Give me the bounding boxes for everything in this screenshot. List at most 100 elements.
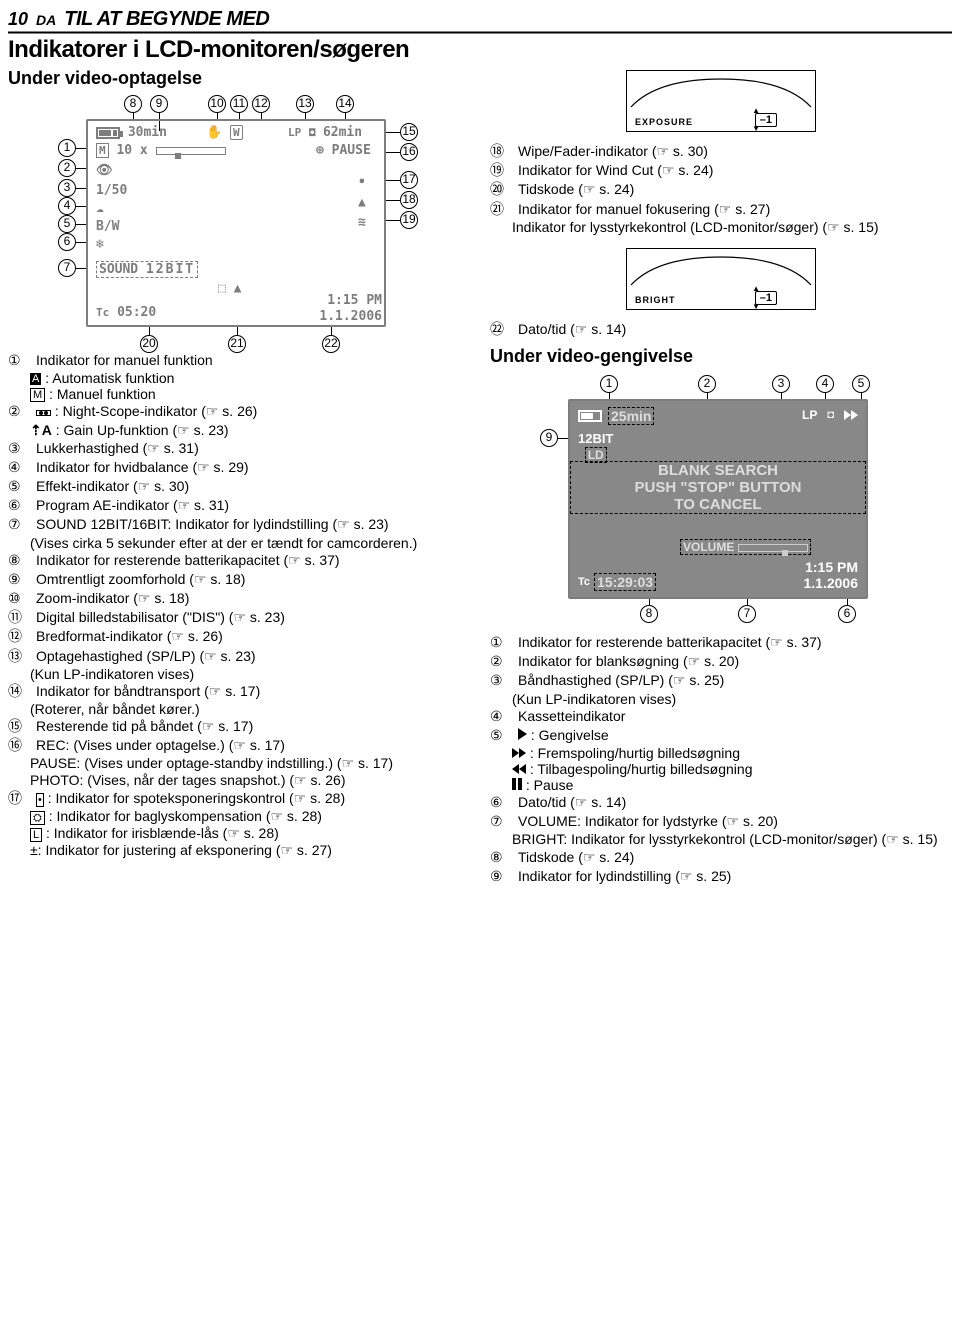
list-subitem: ±: Indikator for justering af eksponerin…	[8, 842, 470, 859]
list-text: Indikator for resterende batterikapacite…	[36, 551, 340, 569]
battery-icon	[578, 410, 602, 422]
list-text: (Kun LP-indikatoren vises)	[30, 666, 194, 682]
list-subitem: ⛭ : Indikator for baglyskompensation (☞ …	[8, 808, 470, 825]
list-num: ⑪	[8, 608, 30, 626]
list-subitem: (Vises cirka 5 sekunder efter at der er …	[8, 535, 470, 551]
page-ref: (☞ s. 23)	[229, 609, 285, 625]
page-ref: (☞ s. 29)	[192, 459, 248, 475]
backlight-icon: ⛭	[30, 811, 45, 825]
callout-p7: 7	[738, 605, 756, 623]
play-date: 1.1.2006	[804, 575, 859, 591]
list-item: ③Lukkerhastighed (☞ s. 31)	[8, 439, 470, 457]
list-text: : Manuel funktion	[49, 386, 156, 402]
play-icon	[518, 728, 527, 740]
callout-12: 12	[252, 95, 270, 113]
list-item: ⑤Effekt-indikator (☞ s. 30)	[8, 477, 470, 495]
list-item: ㉑Indikator for manuel fokusering (☞ s. 2…	[490, 200, 952, 218]
callout-p8: 8	[640, 605, 658, 623]
page-ref: (☞ s. 25)	[668, 672, 724, 688]
list-num: ④	[8, 458, 30, 476]
list-item: ③Båndhastighed (SP/LP) (☞ s. 25)	[490, 671, 952, 689]
list-subitem: : Fremspoling/hurtig billedsøgning	[490, 745, 952, 761]
list-text: : Indikator for baglyskompensation	[49, 808, 262, 824]
play-tc: 15:29:03	[594, 573, 656, 591]
list-item: ⑱Wipe/Fader-indikator (☞ s. 30)	[490, 142, 952, 160]
cassette-icon: ◘	[309, 128, 315, 139]
tri-up-icon: ▲	[752, 284, 760, 293]
page-ref: (☞ s. 15)	[822, 219, 878, 235]
list-num: ⑰	[8, 789, 30, 807]
shutter: 1/50	[96, 183, 127, 198]
list-num: ㉒	[490, 320, 512, 338]
list-item: ⑦SOUND 12BIT/16BIT: Indikator for lydind…	[8, 515, 470, 533]
list-text: : Night-Scope-indikator (☞ s. 26)	[36, 402, 257, 420]
exposure-label: EXPOSURE	[635, 117, 693, 127]
list-text: Lukkerhastighed (☞ s. 31)	[36, 439, 199, 457]
list-num: ⑱	[490, 142, 512, 160]
callout-1: 1	[58, 139, 76, 157]
list-item: ⑪Digital billedstabilisator ("DIS") (☞ s…	[8, 608, 470, 626]
list-text: : Automatisk funktion	[45, 370, 174, 386]
list-item: ⑯REC: (Vises under optagelse.) (☞ s. 17)	[8, 736, 470, 754]
list-item: ⑥Program AE-indikator (☞ s. 31)	[8, 496, 470, 514]
page-ref: (☞ s. 18)	[133, 590, 189, 606]
subheading-record: Under video-optagelse	[8, 68, 470, 89]
gain-icon: ⇡A	[30, 422, 52, 438]
fade-icon: ▲	[358, 195, 366, 210]
page-ref: (☞ s. 27)	[276, 842, 332, 858]
list-text: Effekt-indikator (☞ s. 30)	[36, 477, 189, 495]
play-mode-icon	[844, 407, 858, 423]
play-time: 1:15 PM	[804, 559, 859, 575]
list-text: Kassetteindikator	[518, 707, 625, 725]
list-num: ⑧	[490, 848, 512, 866]
callout-p5: 5	[852, 375, 870, 393]
page-ref: (☞ s. 28)	[289, 790, 345, 806]
msg3: TO CANCEL	[573, 496, 863, 513]
page-ref: (☞ s. 17)	[197, 718, 253, 734]
list-item: ⑰• : Indikator for spoteksponeringskontr…	[8, 789, 470, 807]
wind-icon: ≋	[358, 215, 366, 230]
list-item: ⑲Indikator for Wind Cut (☞ s. 24)	[490, 161, 952, 179]
list-num: ㉑	[490, 200, 512, 218]
callout-2: 2	[58, 159, 76, 177]
page-title: Indikatorer i LCD-monitoren/søgeren	[8, 36, 952, 64]
spot-icon: •	[358, 175, 366, 190]
list-num: ⑩	[8, 589, 30, 607]
list-text: : Pause	[526, 777, 573, 793]
tc-val: 05:20	[117, 305, 156, 320]
zoom-label: 10 x	[116, 143, 147, 158]
page-ref: (☞ s. 18)	[189, 571, 245, 587]
list-text: VOLUME: Indikator for lydstyrke (☞ s. 20…	[518, 812, 778, 830]
list-text: Dato/tid (☞ s. 14)	[518, 793, 626, 811]
list-text: Tidskode (☞ s. 24)	[518, 180, 634, 198]
callout-p9: 9	[540, 429, 558, 447]
list-text: Omtrentligt zoomforhold (☞ s. 18)	[36, 570, 245, 588]
list-item: ⑬Optagehastighed (SP/LP) (☞ s. 23)	[8, 647, 470, 665]
list-num: ②	[490, 652, 512, 670]
callout-11: 11	[230, 95, 248, 113]
tc-label: Tc	[578, 576, 590, 588]
page-ref: (☞ s. 26)	[167, 628, 223, 644]
list-subitem: M : Manuel funktion	[8, 386, 470, 402]
list-item: ⑳Tidskode (☞ s. 24)	[490, 180, 952, 198]
page-ref: (☞ s. 20)	[722, 813, 778, 829]
callout-18: 18	[400, 191, 418, 209]
page-ref: (☞ s. 14)	[570, 794, 626, 810]
callout-p6: 6	[838, 605, 856, 623]
page-ref: (☞ s. 17)	[337, 755, 393, 771]
date-val: 1.1.2006	[308, 309, 382, 324]
list-num: ⑥	[8, 496, 30, 514]
lp-label: LP	[288, 126, 301, 139]
sound-label: SOUND 12BIT	[96, 261, 198, 278]
callout-21: 21	[228, 335, 246, 353]
list-num: ①	[8, 351, 30, 369]
list-text: Indikator for blanksøgning (☞ s. 20)	[518, 652, 739, 670]
callout-p2: 2	[698, 375, 716, 393]
page-ref: (☞ s. 37)	[765, 634, 821, 650]
page-ref: (☞ s. 17)	[204, 683, 260, 699]
list-num: ⑲	[490, 161, 512, 179]
manual-icon: M	[30, 388, 45, 402]
page-ref: (☞ s. 26)	[201, 403, 257, 419]
volume-box: VOLUME	[680, 539, 811, 555]
list-item: ⑧Indikator for resterende batterikapacit…	[8, 551, 470, 569]
